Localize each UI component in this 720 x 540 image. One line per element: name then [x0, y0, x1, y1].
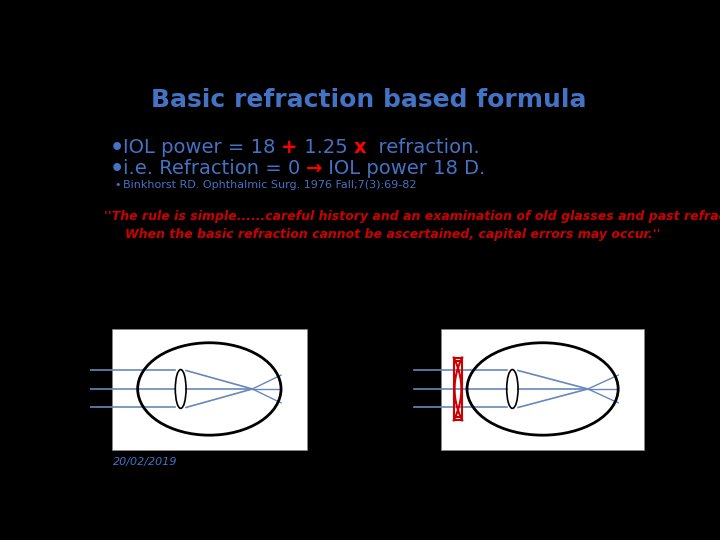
Text: •: •: [109, 138, 124, 158]
Text: →: →: [306, 159, 323, 178]
Text: Basic refraction based formula: Basic refraction based formula: [151, 88, 587, 112]
Text: When the basic refraction cannot be ascertained, capital errors may occur.'': When the basic refraction cannot be asce…: [125, 228, 660, 241]
Bar: [112, 329, 307, 450]
Text: 20/02/2019: 20/02/2019: [113, 457, 178, 468]
Text: x: x: [354, 138, 366, 157]
Text: Binkhorst RD. Ophthalmic Surg. 1976 Fall;7(3):69-82: Binkhorst RD. Ophthalmic Surg. 1976 Fall…: [122, 180, 416, 190]
Text: IOL power 18 D.: IOL power 18 D.: [323, 159, 486, 178]
Text: +: +: [282, 138, 297, 157]
Text: •: •: [114, 180, 121, 190]
Text: i.e. Refraction = 0: i.e. Refraction = 0: [122, 159, 306, 178]
Text: ''The rule is simple......careful history and an examination of old glasses and : ''The rule is simple......careful histor…: [104, 210, 720, 222]
Text: refraction.: refraction.: [366, 138, 480, 157]
Text: 1.25: 1.25: [297, 138, 354, 157]
Text: •: •: [109, 159, 124, 179]
Text: IOL power = 18: IOL power = 18: [122, 138, 282, 157]
Bar: [441, 329, 644, 450]
